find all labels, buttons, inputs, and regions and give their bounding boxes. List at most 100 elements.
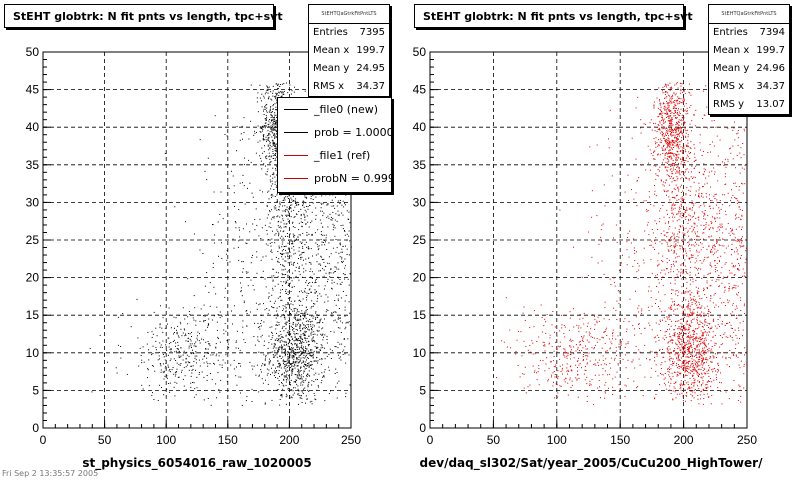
data-point [685,352,686,354]
data-point [702,341,704,343]
data-point [344,300,346,302]
data-point [336,397,338,399]
data-point [667,329,668,331]
data-point [322,333,324,335]
data-point [322,347,324,349]
data-point [187,323,189,325]
data-point [264,309,266,311]
data-point [687,308,689,310]
data-point [273,375,275,377]
data-point [218,255,219,257]
data-point [305,270,307,272]
data-point [657,124,659,126]
data-point [196,337,198,339]
data-point [670,134,672,136]
data-point [724,173,726,175]
data-point [246,310,248,311]
data-point [668,143,670,145]
data-point [688,245,689,247]
data-point [706,313,708,315]
data-point [663,189,665,191]
data-point [283,367,285,369]
data-point [266,110,267,112]
data-point [323,336,324,338]
data-point [691,347,693,349]
data-point [288,239,290,241]
data-point [682,400,684,402]
data-point [226,253,228,255]
data-point [700,354,702,356]
data-point [264,403,266,405]
data-point [644,123,646,125]
data-point [656,334,658,336]
data-point [696,362,698,364]
data-point [686,287,688,289]
data-point [225,330,227,332]
data-point [250,262,252,264]
data-point [242,332,244,334]
data-point [278,351,279,353]
data-point [697,337,699,339]
data-point [674,110,676,112]
data-point [292,368,294,370]
data-point [682,198,684,200]
data-point [280,334,282,336]
data-point [673,131,675,133]
data-point [344,346,346,348]
data-point [673,333,675,334]
data-point [203,321,205,323]
data-point [269,142,271,144]
data-point [677,156,679,158]
data-point [682,330,683,332]
data-point [270,117,272,118]
data-point [708,331,710,333]
data-point [706,287,708,289]
data-point [289,384,291,385]
data-point [176,333,178,335]
data-point [161,387,162,388]
data-point [182,378,184,380]
data-point [316,277,318,279]
data-point [298,271,300,273]
data-point [724,184,726,186]
data-point [655,394,657,395]
data-point [345,392,347,394]
data-point [283,226,285,228]
data-point [273,307,275,309]
data-point [695,370,697,372]
data-point [673,371,675,373]
data-point [658,145,660,146]
data-point [276,116,277,118]
data-point [275,95,277,97]
data-point [306,341,308,343]
data-point [228,347,230,349]
data-point [271,128,273,130]
data-point [678,271,680,273]
data-point [668,359,670,360]
data-point [305,325,306,327]
data-point [694,368,696,370]
data-point [705,321,707,323]
data-point [333,320,335,322]
data-point [337,318,339,320]
data-point [295,381,297,383]
data-point [297,374,299,376]
data-point [685,132,687,134]
data-point [312,281,313,283]
data-point [697,385,698,387]
data-point [298,369,300,371]
data-point [689,387,691,389]
data-point [671,308,673,310]
data-point [286,352,288,354]
data-point [724,158,726,160]
data-point [293,317,295,319]
data-point [289,307,291,309]
data-point [314,292,316,294]
data-point [679,347,681,349]
data-point [702,334,704,336]
data-point [668,102,670,103]
data-point [261,93,263,95]
data-point [233,192,235,194]
data-point [266,233,268,235]
data-point [204,170,206,172]
